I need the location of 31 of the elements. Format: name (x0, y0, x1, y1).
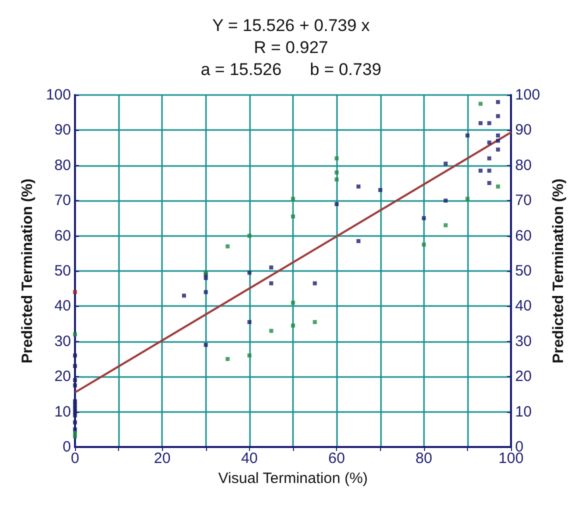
y2-tick-label: 70 (515, 192, 532, 210)
y2-axis-title: Predicted Termination (%) (550, 178, 567, 364)
y-tick-label: 30 (54, 332, 71, 350)
y2-tick-label: 50 (515, 262, 532, 280)
y2-tick-label: 80 (515, 156, 532, 174)
x-tick-label: 80 (416, 450, 432, 467)
text: a = 15.526 b = 0.739 (200, 60, 382, 79)
x-axis-title: Visual Termination (%) (218, 470, 368, 487)
y-tick-label: 70 (54, 192, 71, 210)
y2-tick-label: 100 (515, 86, 540, 104)
y-axis-title: Predicted Termination (%) (19, 178, 36, 364)
y-tick-label: 0 (62, 438, 71, 456)
chart-subtitle: R = 0.927 (254, 38, 328, 57)
y-tick-label: 40 (54, 298, 71, 315)
y-tick-label: 80 (54, 156, 71, 174)
y-tick-label: 50 (54, 262, 71, 280)
y-tick-label: 100 (46, 86, 71, 104)
y2-tick-label: 90 (515, 122, 532, 139)
y2-tick-label: 40 (515, 298, 532, 315)
y2-tick-label: 30 (515, 332, 532, 350)
y-tick-label: 60 (54, 227, 71, 244)
chart-title: Y = 15.526 + 0.739 x (212, 16, 370, 35)
x-tick-label: 20 (154, 450, 171, 467)
y2-tick-label: 10 (515, 403, 532, 420)
y-tick-label: 90 (54, 122, 71, 139)
y2-tick-label: 60 (515, 227, 532, 244)
y-tick-label: 10 (54, 403, 71, 420)
x-tick-label: 40 (241, 450, 258, 467)
y-tick-label: 20 (54, 368, 71, 386)
y2-tick-label: 20 (515, 368, 532, 386)
x-tick-label: 60 (328, 450, 345, 467)
